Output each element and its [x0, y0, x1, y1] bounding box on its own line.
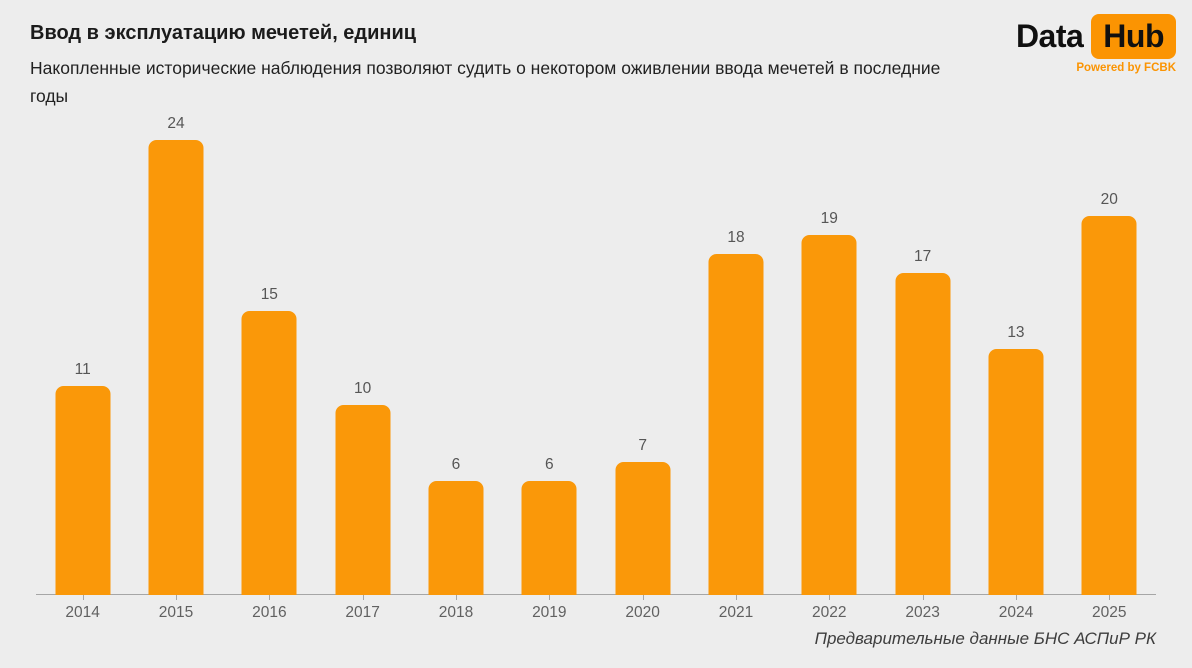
axis-tick	[829, 595, 831, 600]
bar[interactable]	[988, 349, 1044, 595]
axis-tick	[269, 595, 271, 600]
bar[interactable]	[55, 386, 111, 595]
bar-value-label: 17	[913, 248, 932, 265]
bar-value-label: 10	[354, 380, 372, 397]
x-tick-label: 2025	[1092, 604, 1127, 621]
bar-value-label: 20	[1100, 191, 1118, 208]
bar[interactable]	[801, 235, 857, 595]
x-tick-label: 2016	[252, 604, 287, 621]
page-subtitle: Накопленные исторические наблюдения позв…	[30, 58, 941, 106]
axis-tick	[1015, 595, 1017, 600]
x-tick-label: 2024	[998, 604, 1034, 621]
bar-value-label: 13	[1007, 324, 1025, 341]
bar-group: 20 2025	[1063, 120, 1156, 621]
axis-tick	[922, 595, 924, 600]
bar-group: 15 2016	[223, 120, 316, 621]
logo-text-data: Data	[1015, 18, 1084, 54]
axis-tick	[549, 595, 551, 600]
bar[interactable]	[241, 311, 297, 595]
x-tick-label: 2014	[65, 604, 100, 621]
x-tick-label: 2017	[345, 604, 380, 621]
bar[interactable]	[895, 273, 951, 595]
bar-value-label: 6	[544, 456, 554, 473]
page-title: Ввод в эксплуатацию мечетей, единиц	[30, 22, 417, 44]
x-tick-label: 2015	[158, 604, 194, 621]
bar-group: 6 2019	[503, 120, 596, 621]
bar-chart: 11 2014 24 2015 15 2016 10 2017 6 2018 6 2019 7 2020 1…	[36, 115, 1156, 621]
logo-row: Data Hub	[1016, 14, 1176, 59]
bar[interactable]	[1081, 216, 1137, 595]
bar[interactable]	[335, 405, 391, 595]
x-tick-label: 2019	[532, 604, 567, 621]
bar[interactable]	[615, 462, 671, 595]
axis-tick	[1109, 595, 1111, 600]
bar[interactable]	[521, 481, 577, 595]
axis-tick	[362, 595, 364, 600]
bar-value-label: 15	[260, 286, 278, 303]
bar-group: 11 2014	[36, 120, 129, 621]
bar-group: 10 2017	[316, 120, 409, 621]
axis-tick	[82, 595, 84, 600]
bar-group: 24 2015	[129, 115, 222, 621]
x-tick-label: 2020	[625, 604, 660, 621]
bar-group: 19 2022	[783, 120, 876, 621]
bar-group: 18 2021	[689, 120, 782, 621]
bar-value-label: 24	[167, 115, 185, 132]
chart-header: Ввод в эксплуатацию мечетей, единиц Нако…	[30, 22, 975, 110]
bar[interactable]	[708, 254, 764, 595]
bar[interactable]	[148, 140, 204, 595]
bar-value-label: 7	[638, 437, 647, 454]
bar-group: 13 2024	[969, 120, 1062, 621]
axis-tick	[735, 595, 737, 600]
axis-tick	[175, 595, 177, 600]
axis-tick	[455, 595, 457, 600]
bar-value-label: 6	[451, 456, 461, 473]
bar-value-label: 19	[820, 210, 838, 227]
bar-group: 17 2023	[876, 120, 969, 621]
axis-tick	[642, 595, 644, 600]
bar-value-label: 18	[727, 229, 745, 246]
x-tick-label: 2018	[438, 604, 474, 621]
logo-powered-by: Powered by FCBK	[1076, 62, 1176, 74]
x-axis-line	[36, 594, 1156, 595]
source-note: Предварительные данные БНС АСПиР РК	[814, 629, 1156, 648]
x-tick-label: 2023	[905, 604, 940, 621]
bar-group: 6 2018	[409, 120, 502, 621]
x-tick-label: 2021	[718, 604, 754, 621]
logo-badge-hub: Hub	[1091, 14, 1176, 59]
datahub-logo: Data Hub Powered by FCBK	[1016, 14, 1176, 74]
bar[interactable]	[428, 481, 484, 595]
bar-value-label: 11	[74, 361, 91, 378]
bar-group: 7 2020	[596, 120, 689, 621]
x-tick-label: 2022	[812, 604, 847, 621]
